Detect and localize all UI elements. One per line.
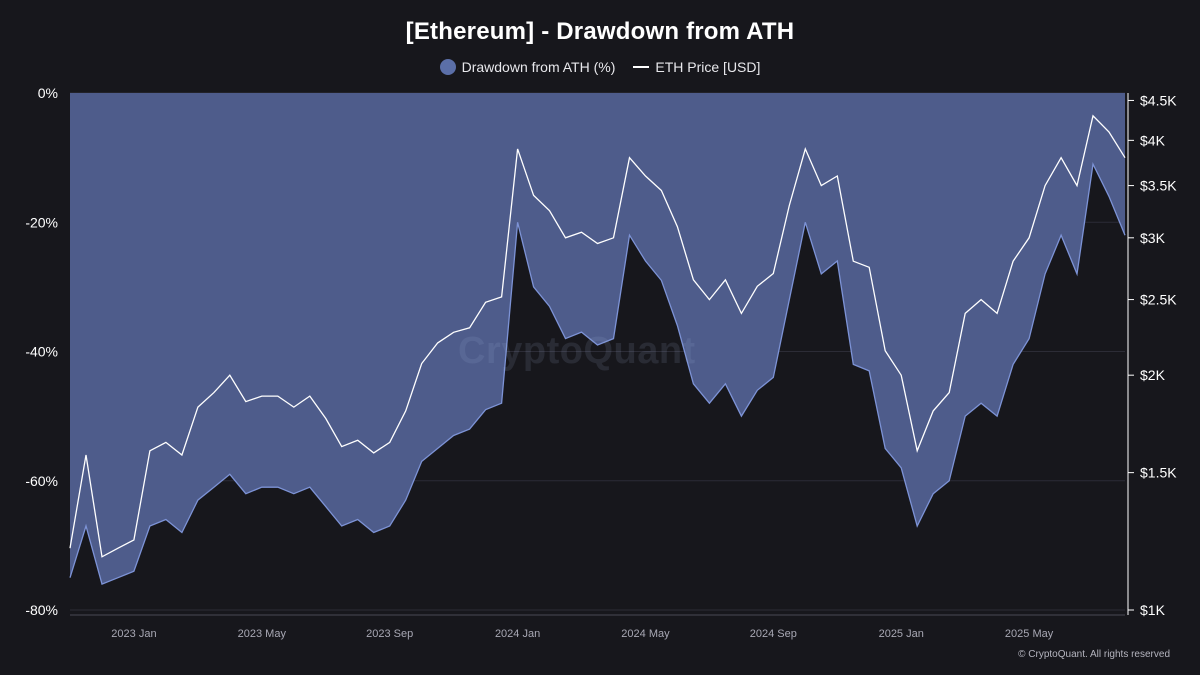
legend-dot-icon — [439, 59, 456, 75]
drawdown-area — [70, 93, 1125, 585]
x-tick-label: 2025 May — [1005, 628, 1054, 640]
y-left-tick-label: -40% — [25, 344, 58, 360]
y-right-tick-label: $3K — [1140, 230, 1166, 246]
y-right-tick-label: $3.5K — [1140, 178, 1177, 194]
legend-item-price[interactable]: ETH Price [USD] — [633, 59, 760, 75]
y-left-tick-label: 0% — [38, 85, 58, 101]
y-left-tick-label: -60% — [25, 473, 58, 489]
x-tick-label: 2023 Jan — [111, 628, 156, 640]
y-left-tick-label: -80% — [25, 602, 58, 618]
x-tick-label: 2023 Sep — [366, 628, 413, 640]
watermark: CryptoQuant — [458, 330, 696, 372]
legend-item-drawdown[interactable]: Drawdown from ATH (%) — [439, 59, 616, 75]
x-tick-label: 2025 Jan — [879, 628, 924, 640]
legend-line-icon — [633, 66, 650, 68]
x-axis-ticks: 2023 Jan 2023 May 2023 Sep 2024 Jan 2024 May… — [111, 628, 1053, 640]
drawdown-line — [69, 161, 1126, 585]
right-axis-ticks: $4.5K $4K $3.5K $3K $2.5K $2K $1.5K $1K — [1128, 92, 1177, 618]
y-right-tick-label: $4K — [1140, 132, 1166, 148]
copyright: © CryptoQuant. All rights reserved — [1018, 649, 1170, 660]
legend-label-drawdown: Drawdown from ATH (%) — [461, 59, 616, 75]
legend-label-price: ETH Price [USD] — [655, 59, 761, 75]
x-tick-label: 2024 Jan — [495, 628, 540, 640]
y-right-tick-label: $2K — [1140, 367, 1166, 383]
y-right-tick-label: $1.5K — [1140, 465, 1177, 481]
x-tick-label: 2023 May — [238, 628, 287, 640]
chart-title: [Ethereum] - Drawdown from ATH — [405, 18, 795, 45]
legend: Drawdown from ATH (%) ETH Price [USD] — [0, 59, 1200, 75]
eth-price-line — [69, 114, 1126, 558]
x-tick-label: 2024 Sep — [750, 628, 797, 640]
y-right-tick-label: $1K — [1140, 602, 1166, 618]
left-axis-ticks: 0% -20% -40% -60% -80% — [25, 85, 58, 618]
x-tick-label: 2024 May — [621, 628, 670, 640]
y-right-tick-label: $2.5K — [1140, 292, 1177, 308]
y-left-tick-label: -20% — [25, 214, 58, 230]
y-right-tick-label: $4.5K — [1140, 92, 1177, 108]
